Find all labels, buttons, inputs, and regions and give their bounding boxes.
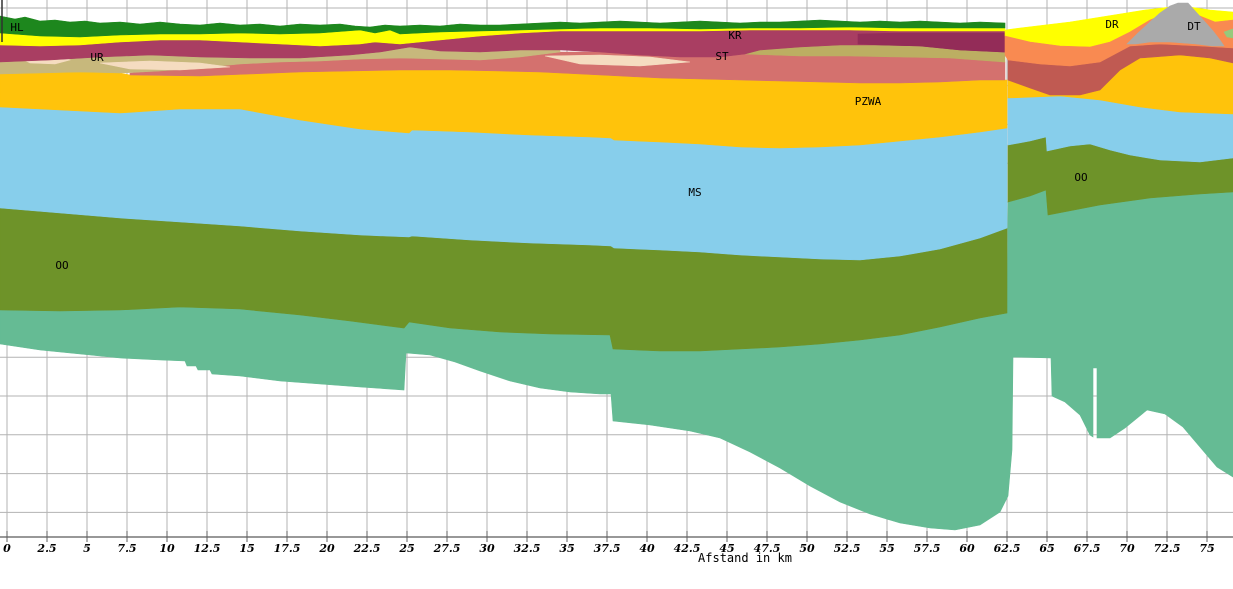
x-tick-label: 37.5 [594,542,621,555]
x-tick-label: 45 [719,542,734,555]
x-tick-label: 30 [479,542,495,555]
x-tick-label: 32.5 [514,542,541,555]
unit-pale-lens-c [544,54,691,67]
x-tick-label: 2.5 [36,542,56,555]
x-tick-label: 17.5 [274,542,301,555]
x-tick-label: 50 [799,542,815,555]
x-tick-label: 52.5 [834,542,861,555]
x-tick-label: 12.5 [194,542,221,555]
unit-label-st: ST [715,50,729,63]
x-tick-label: 67.5 [1074,542,1101,555]
unit-label-ms: MS [688,186,701,199]
unit-labels: HL UR KR ST PZWA MS OO OO DR DT [10,18,1201,272]
x-tick-label: 5 [83,542,91,555]
x-tick-label: 10 [159,542,175,555]
unit-label-hl: HL [10,21,24,34]
x-tick-label: 57.5 [914,542,941,555]
unit-label-ur: UR [90,51,104,64]
unit-label-dt: DT [1187,20,1201,33]
x-tick-label: 22.5 [353,542,381,555]
unit-label-pzwa: PZWA [855,95,882,108]
x-tick-label: 0 [3,542,11,555]
unit-label-dr: DR [1105,18,1119,31]
unit-label-kr: KR [728,29,742,42]
x-tick-label: 55 [879,542,894,555]
x-tick-label: 20 [318,542,335,555]
x-axis: 0 2.5 5 7.5 10 12.5 15 17.5 20 22.5 25 27.5 30 32.5 35… [0,0,1233,565]
unit-pale-lens-b [99,60,231,71]
unit-hl-green-surface [0,15,1006,38]
x-tick-label: 15 [239,542,254,555]
x-tick-label: 60 [959,542,975,555]
x-axis-title: Afstand in km [698,551,792,565]
x-tick-label: 62.5 [994,542,1021,555]
x-tick-label: 72.5 [1154,542,1181,555]
unit-dt-gray-hill [1126,2,1225,47]
unit-light-green-sliver [1223,28,1233,39]
geological-units [0,2,1233,531]
x-tick-label: 47.5 [754,542,781,555]
x-tick-label: 25 [398,542,414,555]
unit-label-oo: OO [55,259,68,272]
x-tick-label: 75 [1199,542,1214,555]
x-tick-label: 35 [559,542,574,555]
unit-label-oo: OO [1074,171,1087,184]
x-tick-label: 40 [639,542,655,555]
x-tick-label: 70 [1119,542,1135,555]
x-tick-label: 65 [1039,542,1054,555]
x-tick-label: 42.5 [674,542,701,555]
unit-kr-crimson-dark-patch [857,32,1006,53]
x-tick-label: 27.5 [433,542,461,555]
x-tick-label: 7.5 [117,542,136,555]
